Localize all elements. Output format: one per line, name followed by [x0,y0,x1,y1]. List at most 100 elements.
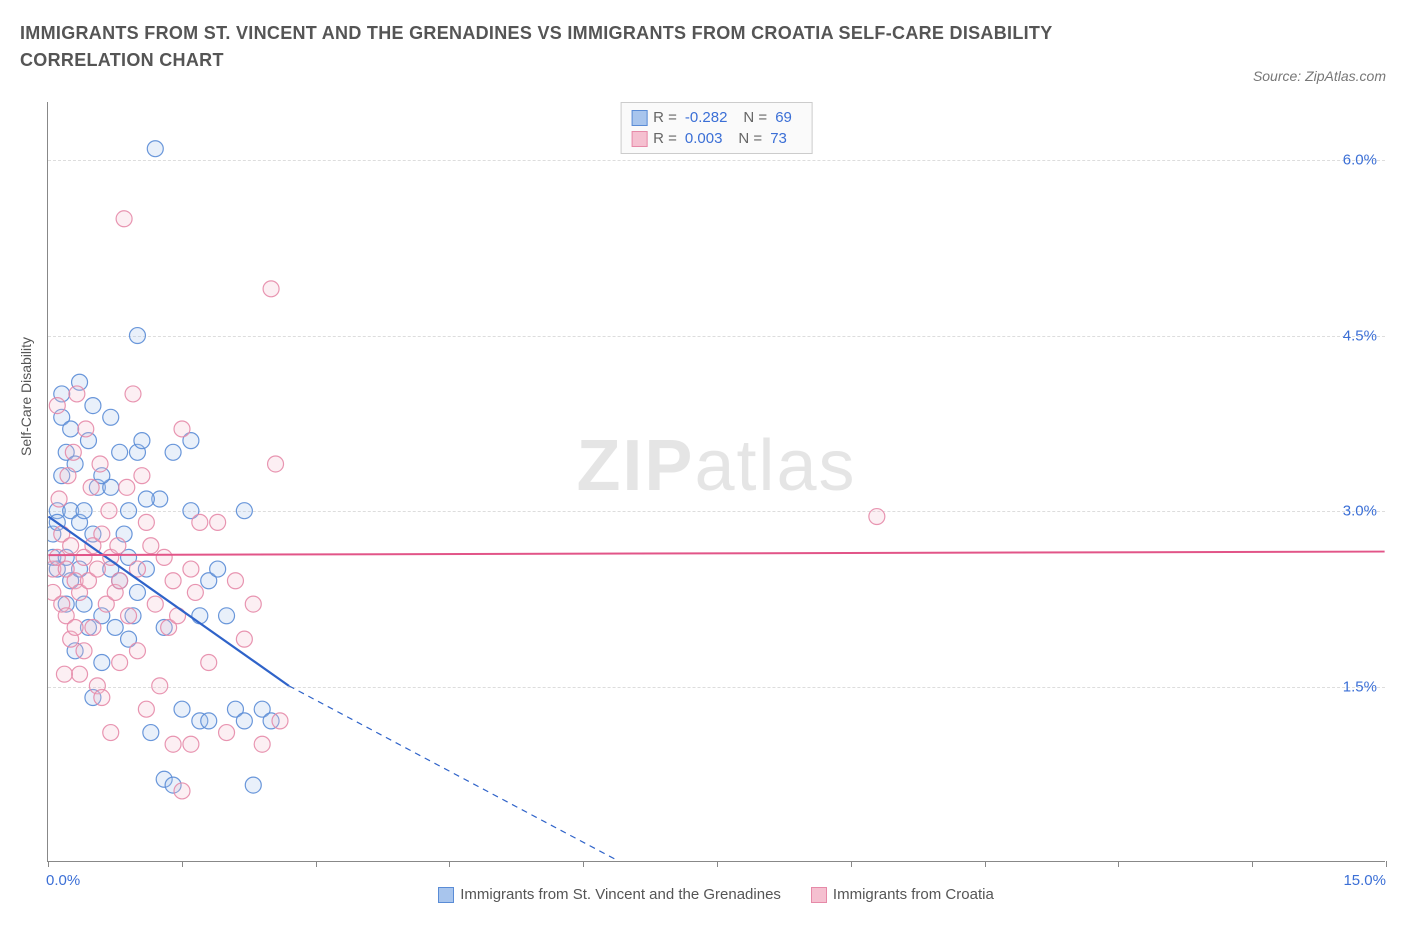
xtick-mark [583,861,584,867]
scatter-point [134,468,150,484]
scatter-point [129,328,145,344]
scatter-point [272,713,288,729]
scatter-point [174,701,190,717]
xtick-mark [1252,861,1253,867]
y-axis-label: Self-Care Disability [18,337,34,456]
xtick-mark [717,861,718,867]
chart-title: IMMIGRANTS FROM ST. VINCENT AND THE GREN… [20,20,1140,74]
scatter-point [92,456,108,472]
scatter-point [63,538,79,554]
scatter-point [134,433,150,449]
scatter-point [263,281,279,297]
xtick-mark [316,861,317,867]
legend-bottom-label-1: Immigrants from St. Vincent and the Gren… [460,886,781,903]
scatter-point [201,713,217,729]
scatter-point [112,573,128,589]
legend-r-value-1: -0.282 [685,107,728,128]
legend-n-label-2: N = [738,128,762,149]
plot-container: Self-Care Disability R = -0.282 N = 69 R… [0,96,1406,906]
scatter-point [72,666,88,682]
scatter-point [69,386,85,402]
scatter-point [174,783,190,799]
scatter-point [165,444,181,460]
scatter-point [254,736,270,752]
scatter-point [165,736,181,752]
scatter-point [51,491,67,507]
scatter-point [147,596,163,612]
legend-top-row-1: R = -0.282 N = 69 [631,107,802,128]
legend-bottom: Immigrants from St. Vincent and the Gren… [47,886,1385,903]
scatter-point [245,777,261,793]
scatter-point [227,573,243,589]
legend-swatch-svg [631,110,647,126]
scatter-point [219,725,235,741]
legend-bottom-label-2: Immigrants from Croatia [833,886,994,903]
scatter-point [78,421,94,437]
scatter-point [138,514,154,530]
scatter-point [147,141,163,157]
scatter-point [236,503,252,519]
xtick-mark [48,861,49,867]
scatter-point [94,526,110,542]
legend-r-label-2: R = [653,128,677,149]
xtick-mark [851,861,852,867]
scatter-point [138,701,154,717]
scatter-point [65,444,81,460]
scatter-point [94,655,110,671]
xtick-mark [985,861,986,867]
legend-bottom-swatch-2 [811,887,827,903]
scatter-point [236,713,252,729]
scatter-point [183,736,199,752]
scatter-point [60,468,76,484]
scatter-point [89,561,105,577]
scatter-point [187,584,203,600]
xtick-mark [449,861,450,867]
scatter-point [101,503,117,519]
legend-bottom-swatch-1 [438,887,454,903]
legend-bottom-item-2: Immigrants from Croatia [811,886,994,903]
scatter-point [85,398,101,414]
scatter-point [183,561,199,577]
scatter-point [85,619,101,635]
chart-svg [48,102,1385,861]
scatter-point [210,561,226,577]
legend-top-row-2: R = 0.003 N = 73 [631,128,802,149]
legend-bottom-item-1: Immigrants from St. Vincent and the Gren… [438,886,781,903]
scatter-point [125,386,141,402]
scatter-point [245,596,261,612]
scatter-point [156,549,172,565]
scatter-point [67,619,83,635]
scatter-point [121,503,137,519]
legend-n-value-2: 73 [770,128,787,149]
xtick-mark [1118,861,1119,867]
scatter-point [110,538,126,554]
scatter-point [152,678,168,694]
scatter-point [121,608,137,624]
scatter-point [49,398,65,414]
scatter-point [138,491,154,507]
legend-n-value-1: 69 [775,107,792,128]
scatter-point [129,643,145,659]
scatter-point [210,514,226,530]
scatter-point [116,211,132,227]
legend-top: R = -0.282 N = 69 R = 0.003 N = 73 [620,102,813,154]
scatter-point [76,503,92,519]
xtick-mark [182,861,183,867]
scatter-point [76,643,92,659]
scatter-point [119,479,135,495]
scatter-point [63,421,79,437]
scatter-point [83,479,99,495]
source-attribution: Source: ZipAtlas.com [1253,68,1386,84]
scatter-point [112,655,128,671]
scatter-point [129,584,145,600]
scatter-point [103,409,119,425]
scatter-point [107,619,123,635]
scatter-point [103,725,119,741]
scatter-point [192,608,208,624]
scatter-point [56,666,72,682]
legend-swatch-croatia [631,131,647,147]
scatter-point [143,538,159,554]
legend-n-label-1: N = [743,107,767,128]
scatter-point [94,690,110,706]
trend-line-extension [289,686,619,861]
